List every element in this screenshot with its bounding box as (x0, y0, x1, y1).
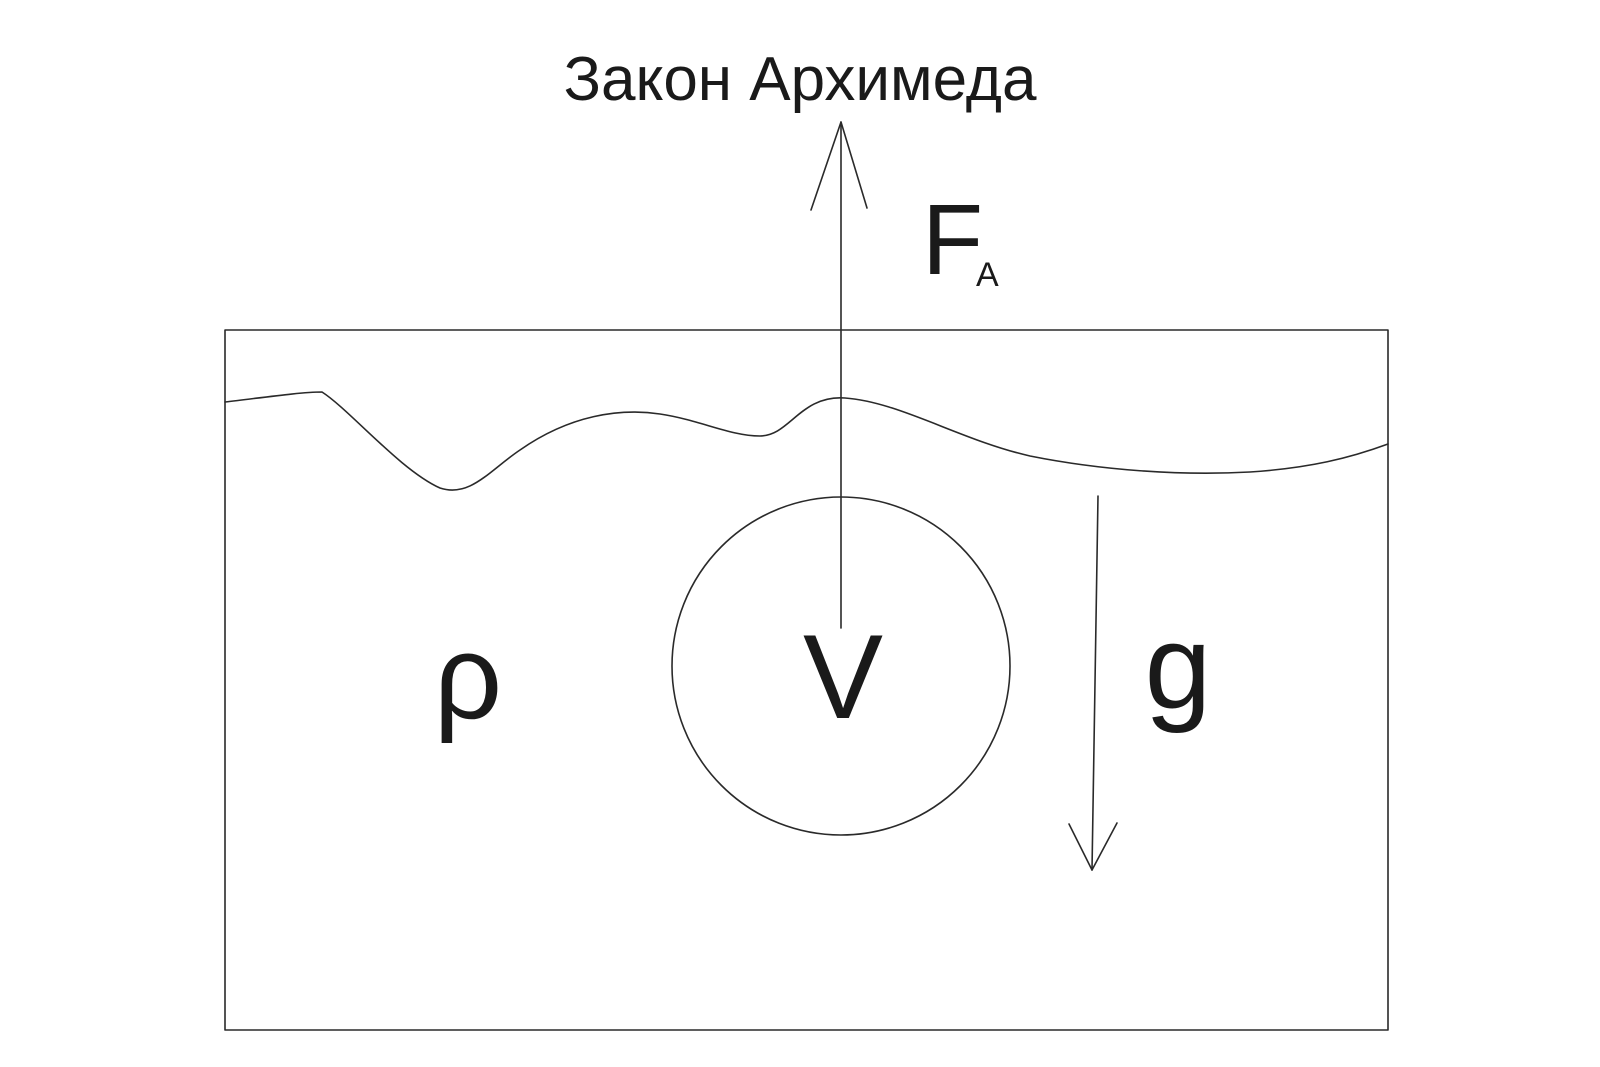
buoyant-force-subscript: A (976, 256, 999, 294)
volume-label: V (803, 610, 883, 744)
liquid-surface (224, 391, 1389, 491)
density-label: ρ (434, 610, 502, 744)
diagram-title: Закон Архимеда (564, 45, 1037, 114)
gravity-label: g (1145, 600, 1212, 734)
buoyant-force-arrowhead (810, 121, 868, 211)
buoyant-force-label: F (922, 184, 983, 296)
container-box (224, 329, 1389, 1031)
gravity-arrowhead (1068, 822, 1118, 871)
gravity-arrow (1091, 495, 1099, 871)
